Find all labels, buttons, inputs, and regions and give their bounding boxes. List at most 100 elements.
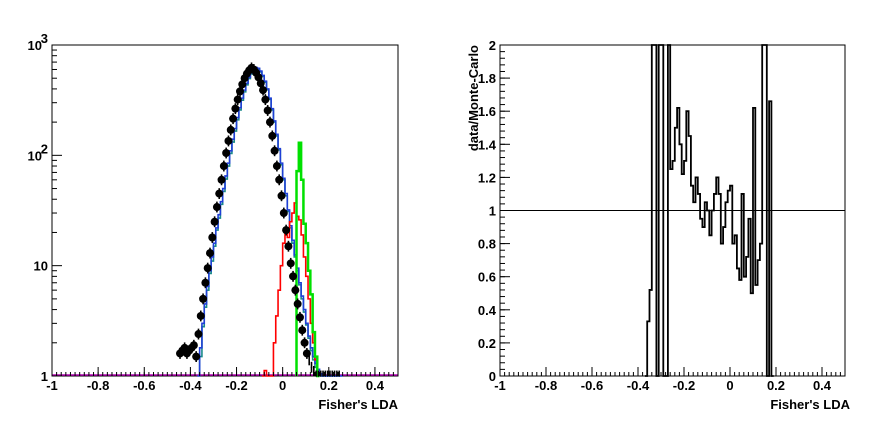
data-point [300,338,309,347]
data-point [203,264,212,273]
data-point [194,330,203,339]
y-tick-label: 0.2 [478,336,496,351]
data-point [199,294,208,303]
y-tick-label: 0.8 [478,237,496,252]
data-point [277,191,286,200]
data-point [192,352,201,361]
data-point [322,375,324,377]
data-point [324,375,327,377]
y-tick-label: 1 [41,369,48,384]
data-point [319,375,322,377]
data-point [308,359,310,361]
data-point [338,375,340,377]
x-tick-label: 0.2 [767,378,785,393]
x-tick-label: -0.6 [133,378,155,393]
data-point [291,286,300,295]
series-ratio [644,44,774,377]
data-point [229,114,238,123]
y-tick-exponent: 3 [41,31,48,46]
series-mc-red [261,202,320,377]
y-tick-label: 1 [489,204,496,219]
data-point [326,375,329,377]
x-tick-label: -1 [46,378,58,393]
left-plot-area [52,62,398,378]
data-point [313,370,315,373]
series-mc-green [295,141,320,378]
data-point [261,95,270,104]
right-y-axis-title: data/Monte-Carlo [466,45,481,151]
data-point [219,162,228,171]
x-tick-label: 0.2 [320,378,338,393]
x-tick-label: 0 [279,378,286,393]
x-tick-label: -0.8 [87,378,109,393]
data-point [279,209,288,218]
y-tick-exponent: 2 [41,141,48,156]
y-tick-label: 0.4 [478,303,497,318]
data-point [336,375,338,377]
y-tick-label: 0 [489,369,496,384]
y-tick-label: 10 [28,148,42,163]
data-point [263,106,272,115]
right-panel: -1 -0.8 -0.6 -0.4 -0.2 0 0.2 0.4 0 0.2 0.4 0.6 0.8 1… [466,38,851,412]
y-tick-label: 10 [34,259,48,274]
left-x-axis-title: Fisher's LDA [318,397,398,412]
data-point [208,233,217,242]
data-point [282,226,291,235]
x-tick-label: -1 [494,378,506,393]
right-y-ticks: 0 0.2 0.4 0.6 0.8 1 1.2 1.4 1.6 1.8 2 [478,38,510,384]
data-point [272,162,281,171]
data-point [222,148,231,157]
data-point [224,136,233,145]
data-point [333,375,336,377]
x-tick-label: -0.4 [627,378,650,393]
data-point [317,375,320,377]
right-plot-area [500,44,845,377]
data-point [298,326,307,335]
x-tick-label: -0.2 [225,378,247,393]
y-tick-label: 1.8 [478,71,496,86]
data-point [329,375,331,377]
data-point [226,125,235,134]
left-x-ticks: -1 -0.8 -0.6 -0.4 -0.2 0 0.2 0.4 [46,367,399,393]
data-point [315,375,317,377]
right-x-ticks: -1 -0.8 -0.6 -0.4 -0.2 0 0.2 0.4 [494,367,846,393]
x-tick-label: 0.4 [813,378,832,393]
y-tick-label: 10 [28,38,42,53]
y-tick-label: 1.6 [478,104,496,119]
data-point [212,203,221,212]
data-point [275,175,284,184]
data-point [215,189,224,198]
data-point [259,86,268,95]
data-point [265,118,274,127]
data-point [331,375,334,377]
data-point [196,311,205,320]
data-point [295,313,304,322]
x-tick-label: -0.4 [179,378,202,393]
data-point [189,341,198,350]
y-tick-label: 0.6 [478,270,496,285]
data-point [293,299,302,308]
data-point [310,366,313,369]
y-tick-label: 1.4 [478,137,497,152]
x-tick-label: -0.8 [535,378,557,393]
data-point [231,104,240,113]
data-point [286,259,295,268]
data-point [284,242,293,251]
x-tick-label: -0.6 [581,378,603,393]
x-tick-label: -0.2 [673,378,695,393]
data-point [289,272,298,281]
y-tick-label: 2 [489,38,496,53]
data-point [210,217,219,226]
y-tick-label: 1.2 [478,170,496,185]
left-plot-frame [51,44,399,377]
data-point [233,95,242,104]
data-point [201,278,210,287]
x-tick-label: 0 [726,378,733,393]
data-point [268,131,277,140]
data-point [217,175,226,184]
data-point [206,249,215,258]
data-point [270,146,279,155]
